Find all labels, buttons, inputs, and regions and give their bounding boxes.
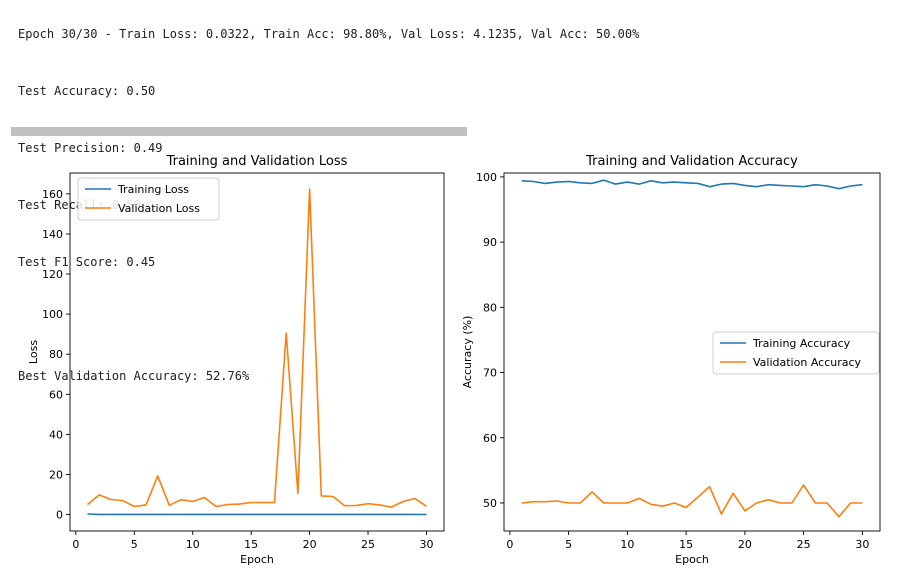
loss-x-tick-label: 0 — [72, 538, 79, 551]
loss-series-line-training — [87, 513, 427, 516]
accuracy-x-tick-label: 5 — [565, 538, 572, 551]
accuracy-x-tick-label: 15 — [679, 538, 693, 551]
loss-y-tick-label: 120 — [42, 268, 63, 281]
accuracy-y-axis-label: Accuracy (%) — [461, 316, 474, 389]
horizontal-scrollbar[interactable] — [11, 127, 467, 136]
accuracy-x-tick-label: 30 — [855, 538, 869, 551]
accuracy-y-tick-label: 90 — [483, 236, 497, 249]
accuracy-y-tick-label: 100 — [476, 171, 497, 184]
loss-chart-title: Training and Validation Loss — [166, 154, 348, 169]
loss-legend-box — [77, 177, 220, 221]
loss-legend-label-validation: Validation Loss — [118, 202, 200, 215]
loss-series-line-validation — [86, 188, 427, 508]
loss-axes-frame — [69, 172, 445, 532]
loss-y-tick-label: 40 — [49, 428, 63, 441]
accuracy-x-tick-label: 0 — [506, 538, 513, 551]
loss-y-tick-label: 20 — [49, 468, 63, 481]
loss-x-tick-label: 20 — [303, 538, 317, 551]
loss-chart: 0 5 10 15 20 25 30 0 20 40 60 80 100 120 140 160 Trainin… — [27, 154, 445, 566]
accuracy-chart-title: Training and Validation Accuracy — [585, 154, 798, 169]
accuracy-legend-label-validation: Validation Accuracy — [753, 356, 862, 369]
accuracy-y-tick-label: 60 — [483, 432, 497, 445]
accuracy-axes-frame — [503, 172, 881, 532]
loss-y-tick-label: 0 — [56, 509, 63, 522]
loss-x-tick-label: 5 — [131, 538, 138, 551]
loss-x-tick-label: 15 — [244, 538, 258, 551]
accuracy-y-tick-label: 50 — [483, 497, 497, 510]
accuracy-y-tick-label: 70 — [483, 367, 497, 380]
accuracy-series-line-training — [521, 179, 863, 190]
output-line-test-precision: Test Precision: 0.49 — [18, 141, 163, 155]
accuracy-series-line-validation — [521, 484, 863, 518]
output-line-epoch: Epoch 30/30 - Train Loss: 0.0322, Train … — [18, 27, 640, 41]
loss-x-tick-label: 25 — [361, 538, 375, 551]
loss-legend: Training Loss Validation Loss — [77, 177, 220, 221]
accuracy-x-axis-label: Epoch — [675, 553, 709, 566]
loss-y-tick-label: 140 — [42, 228, 63, 241]
loss-y-tick-label: 100 — [42, 308, 63, 321]
accuracy-legend-box — [712, 331, 880, 375]
accuracy-legend: Training Accuracy Validation Accuracy — [712, 331, 880, 375]
loss-y-tick-label: 80 — [49, 348, 63, 361]
output-line-test-accuracy: Test Accuracy: 0.50 — [18, 84, 156, 98]
accuracy-x-tick-label: 10 — [620, 538, 634, 551]
output-line-test-f1: Test F1 Score: 0.45 — [18, 255, 156, 269]
loss-legend-label-training: Training Loss — [117, 183, 189, 196]
loss-y-axis-label: Loss — [27, 340, 40, 364]
output-line-best-val-acc: Best Validation Accuracy: 52.76% — [18, 369, 250, 383]
accuracy-legend-label-training: Training Accuracy — [752, 337, 851, 350]
loss-y-tick-label: 160 — [42, 188, 63, 201]
loss-y-tick-label: 60 — [49, 388, 63, 401]
accuracy-y-tick-label: 80 — [483, 301, 497, 314]
loss-x-tick-label: 10 — [186, 538, 200, 551]
accuracy-chart: 0 5 10 15 20 25 30 50 60 70 80 90 100 Training and Va… — [461, 154, 881, 566]
loss-x-tick-label: 30 — [419, 538, 433, 551]
accuracy-x-tick-label: 20 — [738, 538, 752, 551]
loss-x-axis-label: Epoch — [240, 553, 274, 566]
accuracy-x-tick-label: 25 — [797, 538, 811, 551]
